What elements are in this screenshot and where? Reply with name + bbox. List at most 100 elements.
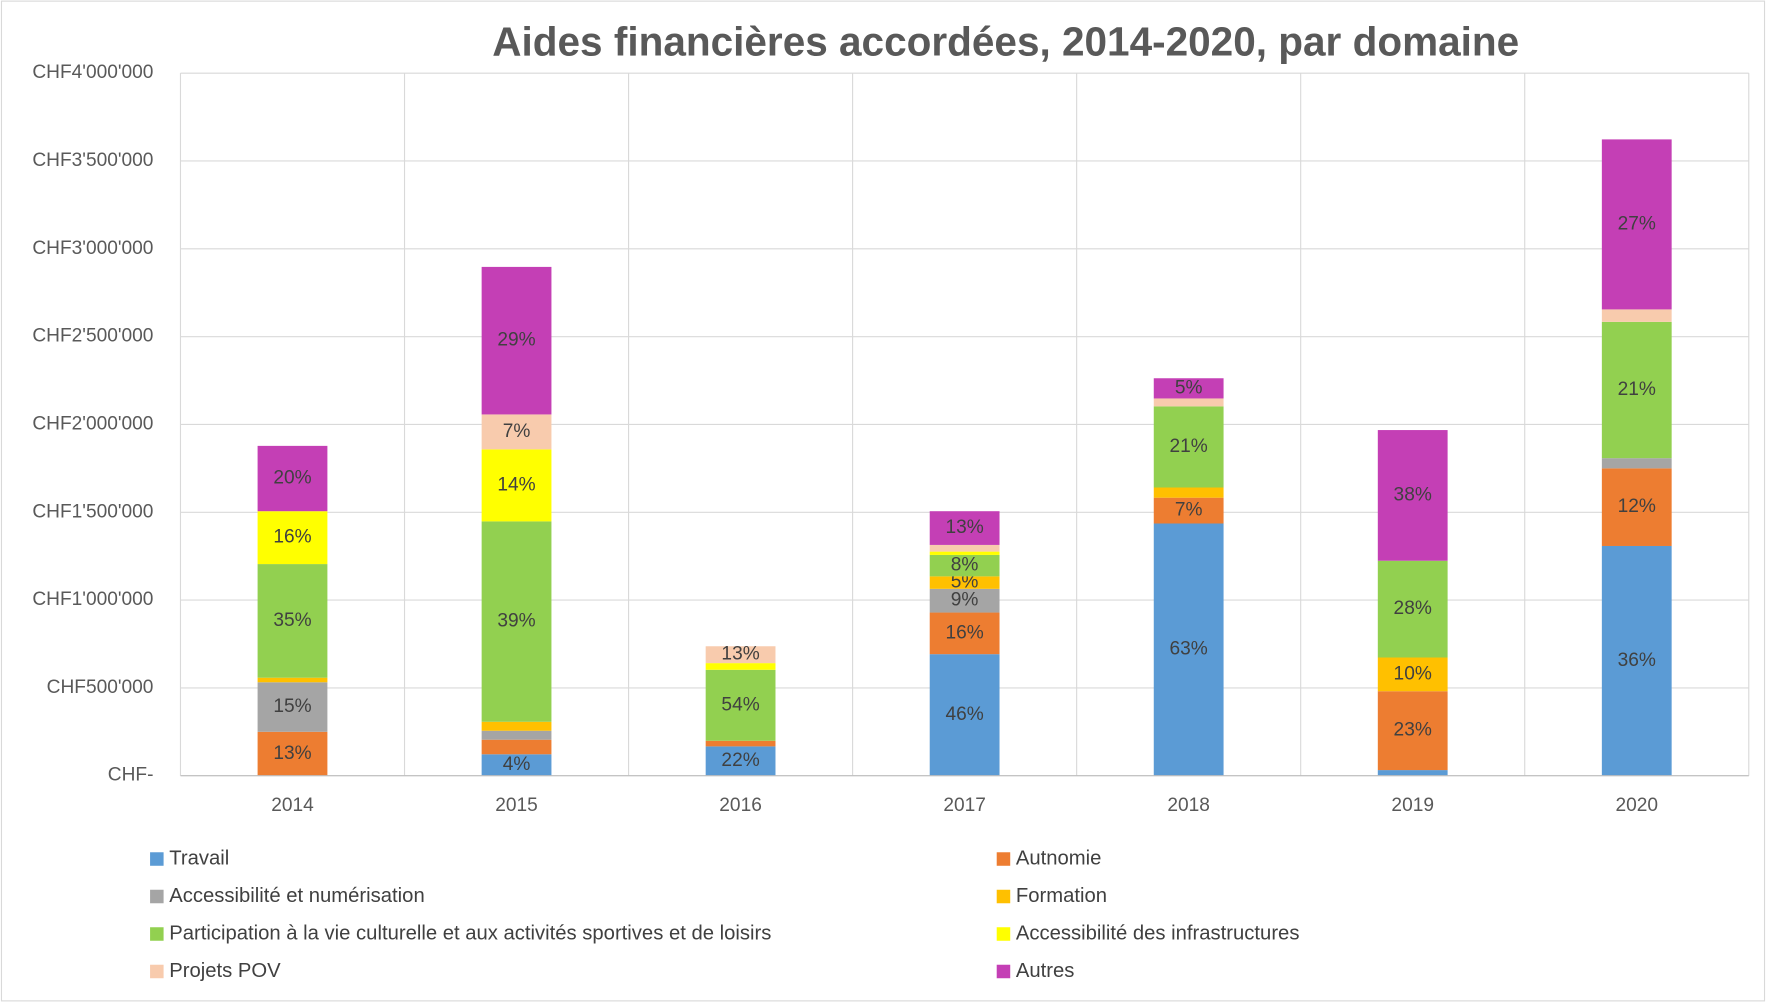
bar-segment: [481, 449, 552, 522]
bar-segment: [1601, 545, 1672, 776]
bar-segment: [929, 511, 1000, 545]
x-tick-label: 2016: [719, 795, 762, 816]
bar-segment: [481, 266, 552, 415]
legend-swatch: [996, 964, 1011, 979]
legend-swatch: [150, 852, 164, 866]
legend-swatch: [996, 927, 1011, 941]
bar-segment: [705, 740, 776, 747]
data-label: 28%: [1394, 598, 1432, 619]
x-tick-label: 2017: [943, 795, 986, 816]
data-label: 38%: [1394, 484, 1432, 505]
bar-segment: [257, 677, 328, 683]
data-label: 63%: [1170, 639, 1208, 660]
bar-segment: [481, 521, 552, 722]
bar-segment: [929, 554, 1000, 577]
data-label: 10%: [1394, 663, 1432, 684]
bar-segment: [1377, 560, 1448, 658]
legend-label: Autres: [1016, 960, 1075, 982]
data-label: 13%: [721, 644, 759, 665]
bar-segment: [929, 588, 1000, 613]
bar-segment: [257, 731, 328, 776]
data-label: 22%: [721, 750, 759, 771]
y-tick-label: CHF3'500'000: [32, 150, 153, 171]
bar-segment: [481, 414, 552, 450]
bar-segment: [929, 576, 1000, 589]
data-label: 35%: [273, 610, 311, 631]
y-tick-label: CHF1'500'000: [32, 501, 153, 522]
legend-swatch: [150, 964, 164, 979]
y-tick-label: CHF2'500'000: [32, 326, 153, 347]
data-label: 13%: [273, 743, 311, 764]
bar-segment: [257, 511, 328, 565]
data-label: 14%: [497, 474, 535, 495]
data-label: 46%: [945, 704, 983, 725]
bar-segment: [1153, 398, 1224, 407]
bar-segment: [705, 669, 776, 741]
x-tick-label: 2014: [271, 795, 314, 816]
bar-segment: [1377, 657, 1448, 692]
data-label: 39%: [497, 611, 535, 632]
legend-label: Participation à la vie culturelle et aux…: [169, 922, 771, 944]
data-label: 54%: [721, 694, 759, 715]
data-label: 5%: [1175, 377, 1203, 398]
y-tick-label: CHF1'000'000: [32, 589, 153, 610]
data-label: 20%: [273, 468, 311, 489]
data-label: 29%: [497, 330, 535, 351]
bar-segment: [1601, 139, 1672, 310]
bar-segment: [1601, 468, 1672, 546]
bar-segment: [1153, 497, 1224, 524]
bar-segment: [481, 721, 552, 731]
bar-segment: [929, 551, 1000, 555]
data-label: 8%: [951, 555, 979, 576]
legend-swatch: [150, 889, 164, 904]
legend-swatch: [996, 852, 1011, 866]
data-label: 23%: [1394, 720, 1432, 741]
y-tick-label: CHF500'000: [47, 677, 154, 698]
data-label: 16%: [273, 527, 311, 548]
data-label: 36%: [1618, 650, 1656, 671]
x-tick-label: 2019: [1391, 795, 1434, 816]
legend-label: Accessibilité des infrastructures: [1016, 922, 1300, 944]
bar-segment: [1377, 691, 1448, 771]
legend-label: Accessibilité et numérisation: [169, 885, 424, 907]
bar-segment: [481, 739, 552, 755]
bar-segment: [1601, 309, 1672, 322]
data-label: 16%: [945, 622, 983, 643]
data-label: 15%: [273, 696, 311, 717]
x-tick-label: 2015: [495, 795, 538, 816]
data-label: 21%: [1618, 379, 1656, 400]
bar-segment: [257, 445, 328, 512]
data-label: 13%: [945, 517, 983, 538]
x-tick-label: 2020: [1615, 795, 1658, 816]
data-label: 21%: [1170, 436, 1208, 457]
bar-segment: [1377, 770, 1448, 776]
legend-label: Formation: [1016, 885, 1107, 907]
bar-segment: [929, 612, 1000, 655]
bar-segment: [1601, 458, 1672, 469]
legend-swatch: [996, 889, 1011, 904]
bar-segment: [1377, 430, 1448, 561]
data-label: 4%: [503, 754, 531, 775]
data-label: 7%: [1175, 500, 1203, 521]
y-tick-label: CHF4'000'000: [32, 62, 153, 83]
bar-segment: [1153, 523, 1224, 776]
bar-segment: [705, 646, 776, 664]
bar-segment: [929, 654, 1000, 776]
bar-segment: [257, 682, 328, 732]
bar-segment: [257, 564, 328, 678]
bar-segment: [1153, 378, 1224, 399]
x-tick-label: 2018: [1167, 795, 1210, 816]
data-label: 9%: [951, 590, 979, 611]
bar-segment: [481, 754, 552, 776]
legend-label: Projets POV: [169, 960, 281, 982]
legend-label: Autnomie: [1016, 847, 1102, 869]
bar-segment: [1153, 487, 1224, 498]
y-tick-label: CHF-: [108, 765, 154, 786]
data-label: 7%: [503, 421, 531, 442]
chart-title: Aides financières accordées, 2014-2020, …: [492, 19, 1519, 65]
legend-label: Travail: [169, 847, 229, 869]
data-label: 12%: [1618, 496, 1656, 517]
bar-segment: [929, 544, 1000, 552]
y-tick-label: CHF3'000'000: [32, 238, 153, 259]
